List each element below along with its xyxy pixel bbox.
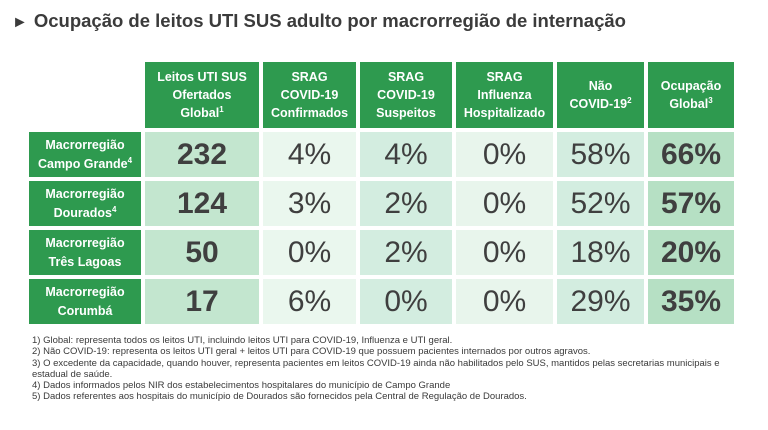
column-header-line: COVID-19 (280, 88, 339, 102)
column-header-line: SRAG (486, 70, 523, 84)
footnote: 4) Dados informados pelos NIR dos estabe… (32, 380, 451, 392)
column-header-line: Leitos UTI SUS (157, 70, 247, 84)
table-cell: 17 (145, 279, 259, 324)
table-row: Macrorregião Campo Grande4 232 4% 4% 0% … (29, 132, 734, 177)
table-cell: 20% (648, 230, 734, 275)
column-header-line: Confirmados (270, 106, 349, 120)
row-header-line: Macrorregião (45, 284, 125, 299)
table-corner (29, 62, 141, 128)
row-header-line: Macrorregião (45, 186, 125, 201)
table-cell: 66% (648, 132, 734, 177)
column-header-line: Não (588, 79, 613, 93)
column-header-leitos: Leitos UTI SUS Ofertados Global1 (145, 62, 259, 128)
table-cell: 18% (557, 230, 644, 275)
row-header-line: Campo Grande (37, 156, 128, 171)
table-cell: 232 (145, 132, 259, 177)
column-header-line: SRAG (291, 70, 328, 84)
column-header-line: COVID-19 (569, 97, 628, 111)
table-row: Macrorregião Dourados4 124 3% 2% 0% 52% … (29, 181, 734, 226)
column-header-nao-covid: Não COVID-192 (557, 62, 644, 128)
row-header-line: Três Lagoas (48, 254, 122, 269)
row-header-campo-grande: Macrorregião Campo Grande4 (29, 132, 141, 177)
table-cell: 50 (145, 230, 259, 275)
table-cell: 57% (648, 181, 734, 226)
column-header-ocupacao-global: Ocupação Global3 (648, 62, 734, 128)
table-cell: 124 (145, 181, 259, 226)
column-header-line: Influenza (477, 88, 532, 102)
column-header-line: Global (180, 106, 220, 120)
footnote: 5) Dados referentes aos hospitais do mun… (32, 391, 527, 403)
column-header-line: SRAG (387, 70, 425, 84)
footnote-marker: 3 (708, 95, 713, 105)
column-header-line: Ocupação (660, 79, 722, 93)
column-header-line: Suspeitos (376, 106, 436, 120)
column-header-line: Ofertados (172, 88, 232, 102)
column-header-line: COVID-19 (377, 88, 435, 102)
page-title: ► Ocupação de leitos UTI SUS adulto por m… (12, 10, 626, 32)
row-header-tres-lagoas: Macrorregião Três Lagoas (29, 230, 141, 275)
footnote: 2) Não COVID-19: representa os leitos UT… (32, 346, 591, 358)
table-header-row: Leitos UTI SUS Ofertados Global1 SRAG CO… (29, 62, 734, 128)
table-cell: 4% (360, 132, 452, 177)
row-header-line: Macrorregião (45, 235, 125, 250)
footnote: 3) O excedente da capacidade, quando hou… (32, 357, 720, 380)
column-header-srag-suspeitos: SRAG COVID-19 Suspeitos (360, 62, 452, 128)
page-title-text: Ocupação de leitos UTI SUS adulto por ma… (33, 10, 626, 31)
table-cell: 52% (557, 181, 644, 226)
table-cell: 4% (263, 132, 356, 177)
occupancy-table: Leitos UTI SUS Ofertados Global1 SRAG CO… (25, 58, 738, 328)
row-header-dourados: Macrorregião Dourados4 (29, 181, 141, 226)
footnote: 1) Global: representa todos os leitos UT… (32, 335, 453, 346)
table-cell: 0% (360, 279, 452, 324)
table-row: Macrorregião Três Lagoas 50 0% 2% 0% 18%… (29, 230, 734, 275)
table-row: Macrorregião Corumbá 17 6% 0% 0% 29% 35% (29, 279, 734, 324)
column-header-line: Global (669, 97, 709, 111)
table-cell: 3% (263, 181, 356, 226)
table-cell: 2% (360, 181, 452, 226)
footnote-marker: 2 (627, 95, 632, 105)
column-header-line: Hospitalizado (463, 106, 546, 120)
footnote-marker: 4 (127, 155, 133, 165)
column-header-srag-confirmados: SRAG COVID-19 Confirmados (263, 62, 356, 128)
footnotes: 1) Global: representa todos os leitos UT… (32, 335, 732, 403)
column-header-srag-influenza: SRAG Influenza Hospitalizado (456, 62, 553, 128)
row-header-line: Corumbá (57, 303, 113, 318)
table-cell: 2% (360, 230, 452, 275)
footnote-marker: 1 (219, 104, 224, 114)
table-cell: 0% (456, 181, 553, 226)
table-cell: 29% (557, 279, 644, 324)
row-header-line: Dourados (53, 205, 112, 220)
row-header-line: Macrorregião (45, 137, 125, 152)
table-cell: 35% (648, 279, 734, 324)
table-cell: 0% (456, 279, 553, 324)
table-cell: 0% (263, 230, 356, 275)
table-cell: 0% (456, 230, 553, 275)
table-cell: 58% (557, 132, 644, 177)
table-cell: 6% (263, 279, 356, 324)
row-header-corumba: Macrorregião Corumbá (29, 279, 141, 324)
footnote-marker: 4 (111, 204, 117, 214)
triangle-right-icon: ► (12, 14, 28, 31)
table-cell: 0% (456, 132, 553, 177)
